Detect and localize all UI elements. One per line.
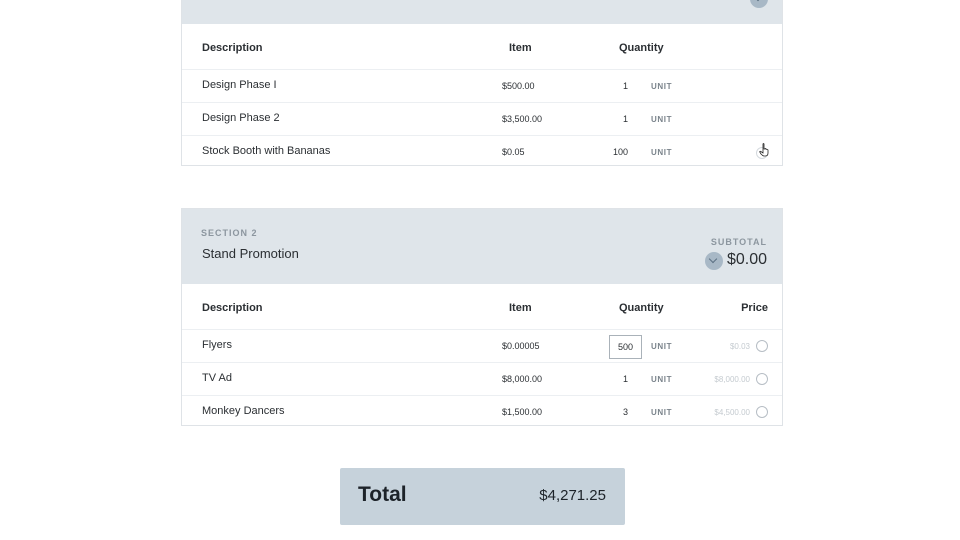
row-item-price: $0.00005 xyxy=(502,341,540,351)
section-1-card: Description Item Quantity Design Phase I… xyxy=(181,0,783,166)
row-item-price: $3,500.00 xyxy=(502,114,543,124)
quantity-input[interactable]: 500 xyxy=(609,335,642,359)
grand-total-panel: Total $4,271.25 xyxy=(340,468,625,525)
subtotal-label: SUBTOTAL xyxy=(710,237,767,247)
row-description: Design Phase I xyxy=(202,79,277,91)
row-quantity[interactable]: 1 xyxy=(622,374,628,384)
row-unit: UNIT xyxy=(651,408,673,417)
row-quantity[interactable]: 1 xyxy=(622,81,628,91)
row-total-price: $0.03 xyxy=(729,342,750,351)
row-item-price: $1,500.00 xyxy=(502,407,543,417)
row-unit: UNIT xyxy=(651,82,673,91)
row-select-radio[interactable] xyxy=(756,373,768,385)
section-1-collapse-toggle[interactable] xyxy=(750,0,768,8)
section-2-collapse-toggle[interactable] xyxy=(705,252,723,270)
table-row: Monkey Dancers $1,500.00 3 UNIT $4,500.0… xyxy=(182,395,782,428)
hand-cursor-icon xyxy=(759,143,769,157)
section-label: SECTION 2 xyxy=(201,228,258,238)
row-select-radio[interactable] xyxy=(756,340,768,352)
row-quantity[interactable]: 1 xyxy=(622,114,628,124)
column-description: Description xyxy=(202,302,263,314)
column-item: Item xyxy=(509,302,532,314)
chevron-down-icon xyxy=(753,0,763,2)
row-quantity[interactable]: 100 xyxy=(612,147,628,157)
row-total-price: $8,000.00 xyxy=(714,375,750,384)
row-item-price: $8,000.00 xyxy=(502,374,543,384)
row-unit: UNIT xyxy=(651,148,673,157)
row-description: Design Phase 2 xyxy=(202,112,280,124)
row-unit: UNIT xyxy=(651,375,673,384)
column-quantity: Quantity xyxy=(619,42,664,54)
table-row: TV Ad $8,000.00 1 UNIT $8,000.00 xyxy=(182,362,782,395)
column-item: Item xyxy=(509,42,532,54)
section-title: Stand Promotion xyxy=(202,246,299,261)
row-total-price: $4,500.00 xyxy=(714,408,750,417)
table-row: Design Phase 2 $3,500.00 1 UNIT xyxy=(182,102,782,135)
table-row: Stock Booth with Bananas $0.05 100 UNIT xyxy=(182,135,782,168)
section-2-card: SECTION 2 Stand Promotion SUBTOTAL $0.00… xyxy=(181,208,783,426)
column-price: Price xyxy=(741,302,768,314)
row-description: Stock Booth with Bananas xyxy=(202,145,331,157)
subtotal-value: $0.00 xyxy=(726,251,767,268)
total-label: Total xyxy=(358,483,407,506)
row-unit: UNIT xyxy=(651,342,673,351)
row-item-price: $0.05 xyxy=(502,147,525,157)
total-value: $4,271.25 xyxy=(539,487,606,504)
row-description: Flyers xyxy=(202,339,232,351)
row-select-radio[interactable] xyxy=(756,406,768,418)
table-row: Flyers $0.00005 500 UNIT $0.03 xyxy=(182,329,782,362)
section-1-table-header: Description Item Quantity xyxy=(182,24,782,69)
row-quantity[interactable]: 3 xyxy=(622,407,628,417)
row-unit: UNIT xyxy=(651,115,673,124)
column-quantity: Quantity xyxy=(619,302,664,314)
section-2-header: SECTION 2 Stand Promotion SUBTOTAL $0.00 xyxy=(182,209,782,284)
row-description: TV Ad xyxy=(202,372,232,384)
row-description: Monkey Dancers xyxy=(202,405,285,417)
table-row: Design Phase I $500.00 1 UNIT xyxy=(182,69,782,102)
section-1-header xyxy=(182,0,782,24)
row-item-price: $500.00 xyxy=(502,81,535,91)
chevron-down-icon xyxy=(708,254,718,264)
section-2-table-header: Description Item Quantity Price xyxy=(182,284,782,329)
column-description: Description xyxy=(202,42,263,54)
